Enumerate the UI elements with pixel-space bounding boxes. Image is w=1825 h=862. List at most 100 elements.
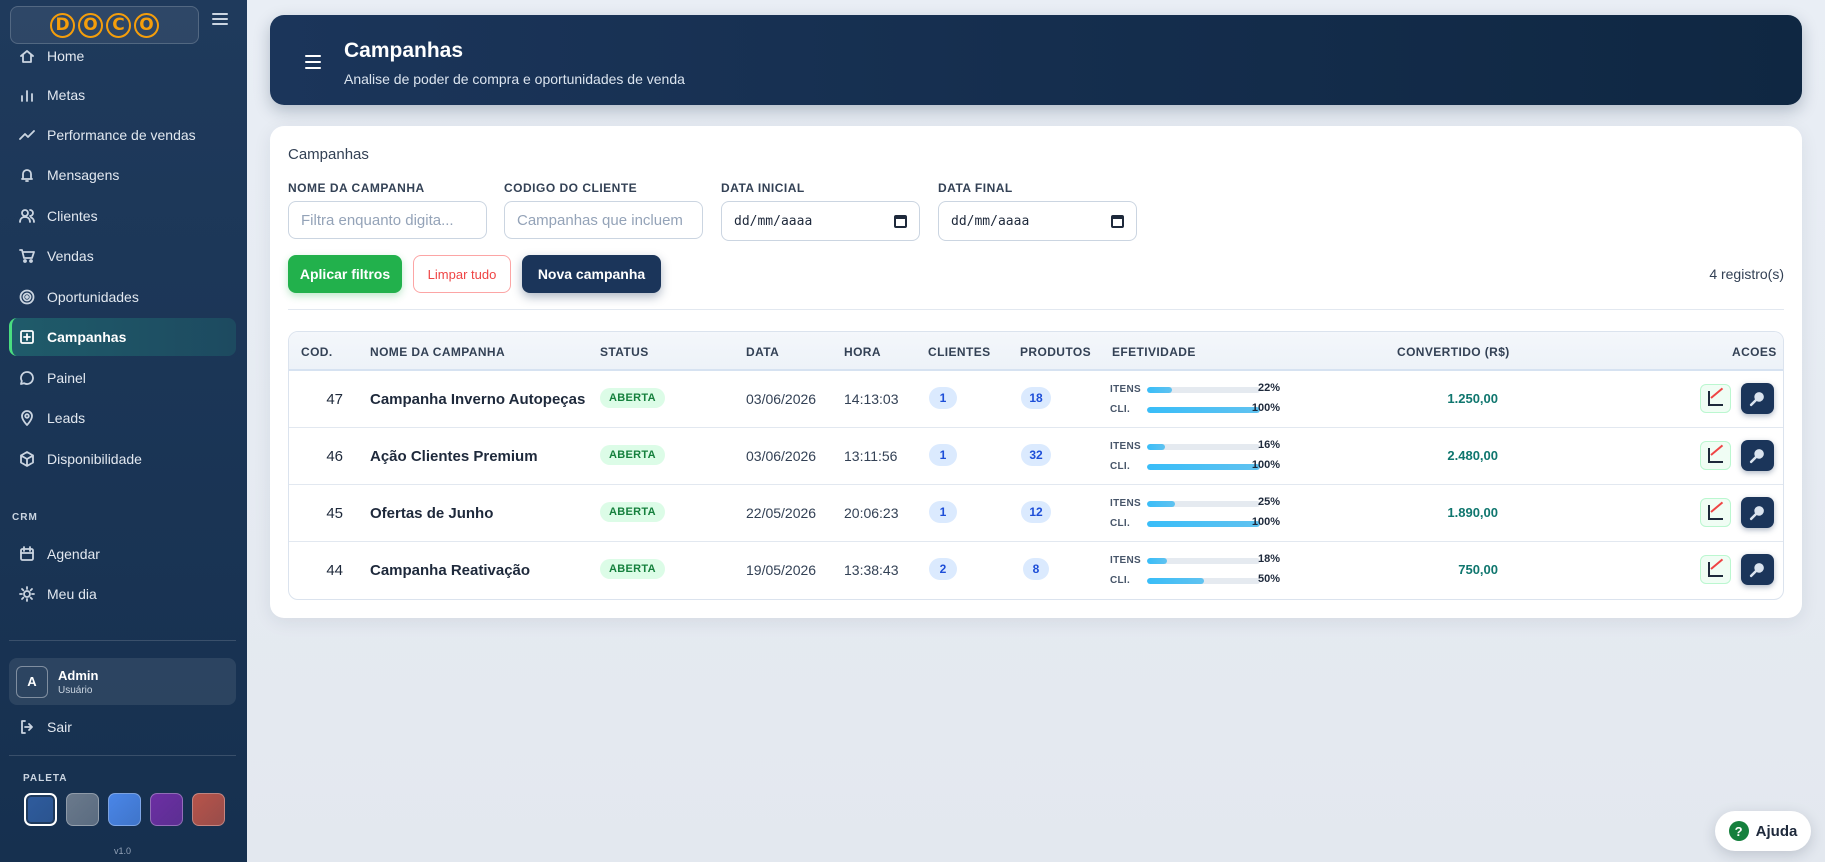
- products-count: 18: [1021, 387, 1051, 409]
- status-badge: ABERTA: [600, 502, 665, 522]
- items-label: ITENS: [1110, 384, 1141, 395]
- start-date-input[interactable]: dd/mm/aaaa: [721, 201, 920, 241]
- palette-swatch-4[interactable]: [192, 793, 225, 826]
- user-card[interactable]: A Admin Usuário: [9, 658, 236, 705]
- row-code: 46: [326, 448, 343, 465]
- calendar-icon[interactable]: [1111, 214, 1124, 228]
- col-time[interactable]: HORA: [844, 345, 881, 359]
- view-button[interactable]: [1741, 383, 1774, 414]
- clients-count: 1: [929, 387, 957, 409]
- sidebar-item-disponibilidade[interactable]: Disponibilidade: [9, 440, 236, 478]
- card-divider: [288, 309, 1784, 310]
- sidebar-item-label: Vendas: [47, 248, 94, 264]
- search-icon: [1749, 392, 1764, 407]
- row-campaign-name[interactable]: Ação Clientes Premium: [370, 448, 538, 465]
- col-date[interactable]: DATA: [746, 345, 780, 359]
- logout-button[interactable]: Sair: [19, 719, 72, 735]
- sidebar-divider: [9, 755, 236, 756]
- records-count: 4 registro(s): [1709, 266, 1784, 282]
- col-effectiveness[interactable]: EFETIVIDADE: [1112, 345, 1196, 359]
- palette-swatch-1[interactable]: [66, 793, 99, 826]
- sidebar-item-agendar[interactable]: Agendar: [9, 535, 236, 573]
- items-percent: 22%: [1257, 382, 1280, 394]
- clear-all-button[interactable]: Limpar tudo: [413, 255, 511, 293]
- bar-chart-icon: [19, 87, 35, 103]
- sidebar-item-metas[interactable]: Metas: [9, 76, 236, 114]
- target-icon: [19, 289, 35, 305]
- sidebar-collapse-icon[interactable]: [212, 13, 228, 27]
- clients-progress: [1147, 578, 1260, 584]
- box-icon: [19, 451, 35, 467]
- view-button[interactable]: [1741, 497, 1774, 528]
- row-campaign-name[interactable]: Ofertas de Junho: [370, 505, 494, 522]
- logo-letter: O: [134, 12, 159, 38]
- chart-icon: [1708, 444, 1724, 463]
- help-button[interactable]: ? Ajuda: [1715, 811, 1811, 851]
- campaign-name-label: NOME DA CAMPANHA: [288, 181, 425, 195]
- col-code[interactable]: COD.: [301, 345, 333, 359]
- clients-count: 2: [929, 558, 957, 580]
- sidebar-item-leads[interactable]: Leads: [9, 399, 236, 437]
- palette-label: PALETA: [23, 773, 68, 784]
- apply-filters-button[interactable]: Aplicar filtros: [288, 255, 402, 293]
- chart-button[interactable]: [1700, 555, 1731, 584]
- calendar-icon[interactable]: [894, 214, 907, 228]
- col-products[interactable]: PRODUTOS: [1020, 345, 1091, 359]
- sidebar-item-performance[interactable]: Performance de vendas: [9, 116, 236, 154]
- menu-icon[interactable]: [305, 55, 321, 69]
- chart-icon: [1708, 501, 1724, 520]
- view-button[interactable]: [1741, 440, 1774, 471]
- status-badge: ABERTA: [600, 388, 665, 408]
- sidebar-item-campanhas[interactable]: Campanhas: [9, 318, 236, 356]
- chart-button[interactable]: [1700, 498, 1731, 527]
- logo-letter: D: [50, 12, 75, 38]
- sidebar-item-label: Mensagens: [47, 167, 120, 183]
- crm-section-label: CRM: [12, 512, 38, 523]
- sidebar-item-home[interactable]: Home: [9, 50, 236, 75]
- sidebar-item-clientes[interactable]: Clientes: [9, 197, 236, 235]
- palette-swatch-0[interactable]: [24, 793, 57, 826]
- col-name[interactable]: NOME DA CAMPANHA: [370, 345, 506, 359]
- items-label: ITENS: [1110, 555, 1141, 566]
- table-row[interactable]: 47 Campanha Inverno Autopeças ABERTA 03/…: [289, 371, 1783, 428]
- col-converted[interactable]: CONVERTIDO (R$): [1397, 345, 1510, 359]
- col-actions: ACOES: [1732, 345, 1777, 359]
- table-row[interactable]: 45 Ofertas de Junho ABERTA 22/05/2026 20…: [289, 485, 1783, 542]
- sidebar-item-painel[interactable]: Painel: [9, 359, 236, 397]
- cart-icon: [19, 248, 35, 264]
- row-date: 03/06/2026: [746, 448, 817, 464]
- trend-icon: [19, 127, 35, 143]
- sidebar-item-oportunidades[interactable]: Oportunidades: [9, 278, 236, 316]
- avatar: A: [16, 665, 48, 698]
- chat-icon: [19, 370, 35, 386]
- palette-swatch-2[interactable]: [108, 793, 141, 826]
- sidebar-item-label: Clientes: [47, 208, 98, 224]
- clients-progress: [1147, 521, 1260, 527]
- sidebar-item-mensagens[interactable]: Mensagens: [9, 156, 236, 194]
- chart-button[interactable]: [1700, 384, 1731, 413]
- table-row[interactable]: 44 Campanha Reativação ABERTA 19/05/2026…: [289, 542, 1783, 599]
- campaign-name-input[interactable]: [288, 201, 487, 239]
- sidebar-item-vendas[interactable]: Vendas: [9, 237, 236, 275]
- sidebar-item-label: Disponibilidade: [47, 451, 142, 467]
- row-campaign-name[interactable]: Campanha Reativação: [370, 562, 531, 579]
- col-clients[interactable]: CLIENTES: [928, 345, 991, 359]
- clients-percent: 100%: [1251, 459, 1280, 471]
- client-code-input[interactable]: [504, 201, 703, 239]
- clients-progress: [1147, 464, 1260, 470]
- palette-swatch-3[interactable]: [150, 793, 183, 826]
- view-button[interactable]: [1741, 554, 1774, 585]
- col-status[interactable]: STATUS: [600, 345, 649, 359]
- sidebar: D O C O Home Metas Performance de vendas…: [0, 0, 247, 862]
- search-icon: [1749, 449, 1764, 464]
- row-campaign-name[interactable]: Campanha Inverno Autopeças: [370, 391, 586, 408]
- sidebar-item-label: Metas: [47, 87, 86, 103]
- new-campaign-button[interactable]: Nova campanha: [522, 255, 661, 293]
- table-header: COD. NOME DA CAMPANHA STATUS DATA HORA C…: [289, 332, 1783, 371]
- sidebar-item-meu-dia[interactable]: Meu dia: [9, 575, 236, 613]
- end-date-input[interactable]: dd/mm/aaaa: [938, 201, 1137, 241]
- chart-button[interactable]: [1700, 441, 1731, 470]
- table-row[interactable]: 46 Ação Clientes Premium ABERTA 03/06/20…: [289, 428, 1783, 485]
- clients-count: 1: [929, 444, 957, 466]
- logo[interactable]: D O C O: [10, 6, 199, 44]
